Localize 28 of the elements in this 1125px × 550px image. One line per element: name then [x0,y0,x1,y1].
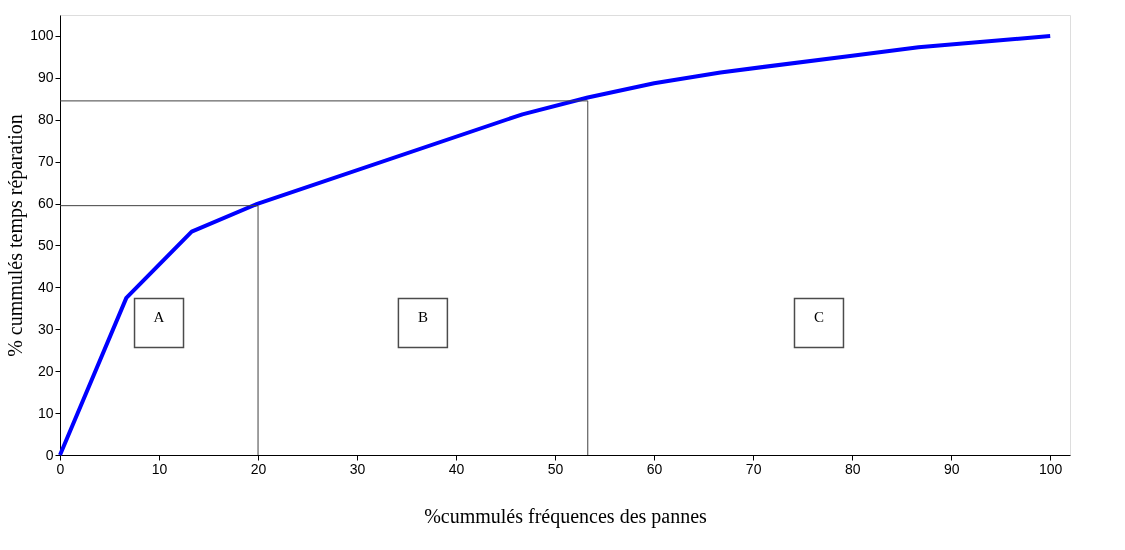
x-tick-label: 20 [250,460,267,477]
line-series [58,33,1053,457]
y-tick-label: 40 [37,278,54,295]
x-tick-label: 40 [448,460,465,477]
x-axis-title: %cummulés fréquences des pannes [424,504,708,528]
x-tick-label: 30 [349,460,366,477]
annotation: A [153,309,165,325]
y-tick-label: 30 [37,320,54,337]
y-axis-title: % cummulés temps réparation [4,114,28,357]
x-tick-label: 10 [151,460,168,477]
x-tick-label: 0 [56,460,65,477]
y-tick-label: 90 [37,69,54,86]
y-tick-label: 0 [45,446,54,463]
y-tick-label: 20 [37,362,54,379]
y-tick-label: 70 [37,153,54,170]
x-tick-label: 100 [1039,460,1063,477]
y-tick-label: 10 [37,404,54,421]
y-tick-label: 60 [37,195,54,212]
x-tick-label: 90 [943,460,960,477]
y-tick-label: 80 [37,111,54,128]
annotation: B [417,309,428,325]
y-tick-label: 50 [37,236,54,253]
x-tick-label: 60 [646,460,663,477]
y-tick-label: 100 [30,27,54,44]
x-tick-label: 50 [547,460,564,477]
annotation: C [813,309,824,325]
x-tick-label: 80 [844,460,861,477]
x-tick-label: 70 [745,460,762,477]
